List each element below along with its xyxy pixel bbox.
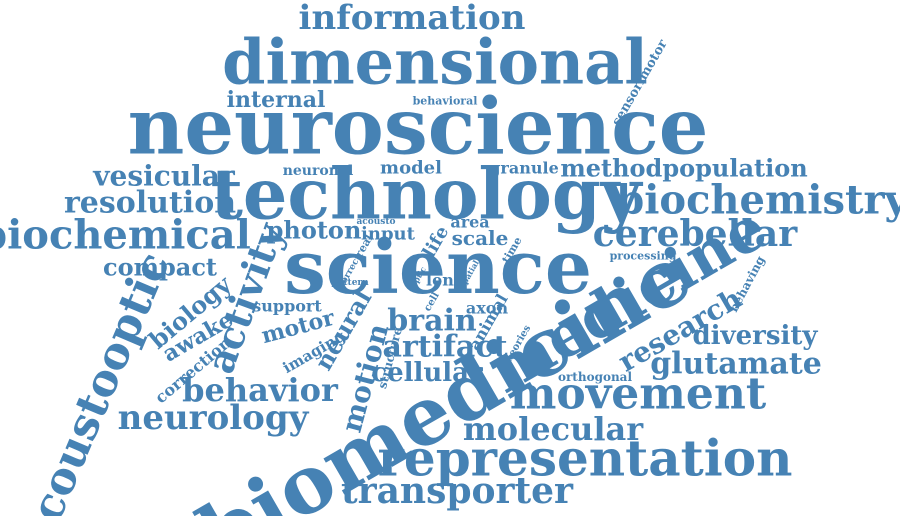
word-cellular: cellular [371, 358, 483, 388]
word-len: len [426, 271, 454, 290]
word-brain: brain [387, 304, 477, 339]
word-acousto: acousto [356, 217, 395, 227]
word-resolution: resolution [64, 186, 236, 221]
word-information: information [299, 0, 526, 38]
word-acoustooptic: acoustooptic [10, 245, 180, 516]
word-vesicular: vesicular [92, 160, 236, 193]
word-artifact: artifact [383, 330, 508, 365]
word-behavioral: behavioral [413, 95, 478, 108]
word-pattern: pattern [331, 278, 369, 288]
word-glutamate: glutamate [650, 347, 822, 382]
word-dimensional: dimensional [222, 26, 648, 99]
word-model: model [380, 158, 442, 179]
word-neuronal: neuronal [283, 163, 354, 179]
word-molecular: molecular [463, 410, 644, 448]
word-transporter: transporter [341, 470, 574, 512]
word-granule: granule [489, 159, 559, 178]
word-photon: photon [267, 216, 362, 245]
word-neurology: neurology [118, 398, 310, 438]
word-technology: technology [211, 153, 644, 236]
word-science: science [284, 225, 592, 311]
word-input: input [361, 224, 416, 245]
word-behavior: behavior [182, 371, 339, 409]
word-diversity: diversity [692, 321, 818, 351]
word-methodpopulation: methodpopulation [560, 154, 807, 183]
word-area: area [450, 213, 489, 232]
word-cerebellar: cerebellar [593, 213, 798, 255]
word-biochemistry: biochemistry [616, 177, 900, 224]
word-biochemical: biochemical [0, 212, 251, 259]
word-internal: internal [227, 87, 326, 113]
word-axon: axon [466, 299, 509, 318]
word-representation: representation [378, 429, 793, 488]
word-orthogonal: orthogonal [558, 370, 632, 384]
word-scale: scale [452, 226, 509, 250]
word-neuroscience: neuroscience [128, 82, 709, 173]
word-support: support [252, 297, 322, 316]
word-processing: processing [610, 250, 677, 263]
word-compact: compact [103, 253, 217, 282]
word-movement: movement [510, 369, 767, 420]
